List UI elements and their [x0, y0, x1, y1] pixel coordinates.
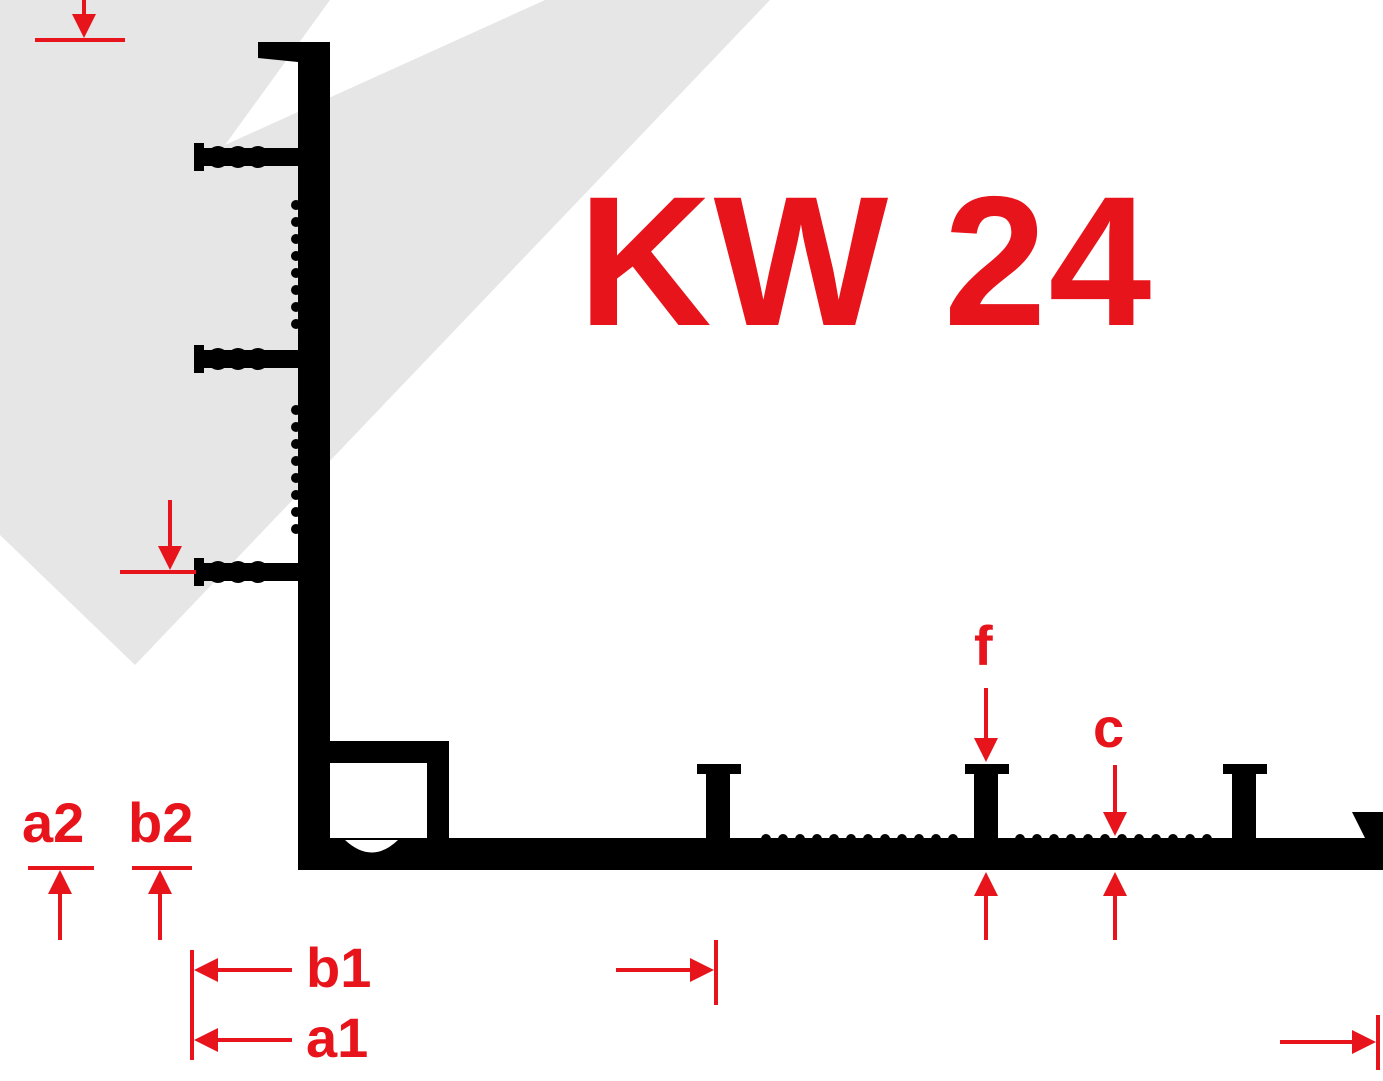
dimension-label-b1: b1	[306, 936, 372, 999]
dimension-label-b2: b2	[128, 791, 194, 854]
vertical-leg-serrations	[291, 200, 301, 534]
base-anchor-ribs	[697, 764, 1267, 840]
dimension-lines	[28, 0, 1380, 1070]
profile-end-lip	[1352, 812, 1383, 840]
base-serrations	[761, 834, 1212, 844]
dimension-label-f: f	[974, 614, 993, 677]
product-title: KW 24	[578, 159, 1154, 365]
vertical-anchor-ribs	[194, 143, 300, 586]
corner-box	[304, 741, 449, 863]
corner-box-bulb	[345, 840, 398, 853]
watermark-shape	[0, 0, 770, 665]
profile-top-lip	[258, 42, 298, 62]
profile-horizontal-base	[298, 838, 1383, 870]
dimension-label-c: c	[1093, 696, 1125, 759]
dimension-label-a1: a1	[306, 1006, 369, 1069]
dimension-label-a2: a2	[22, 791, 85, 854]
profile-vertical-leg	[298, 42, 330, 868]
